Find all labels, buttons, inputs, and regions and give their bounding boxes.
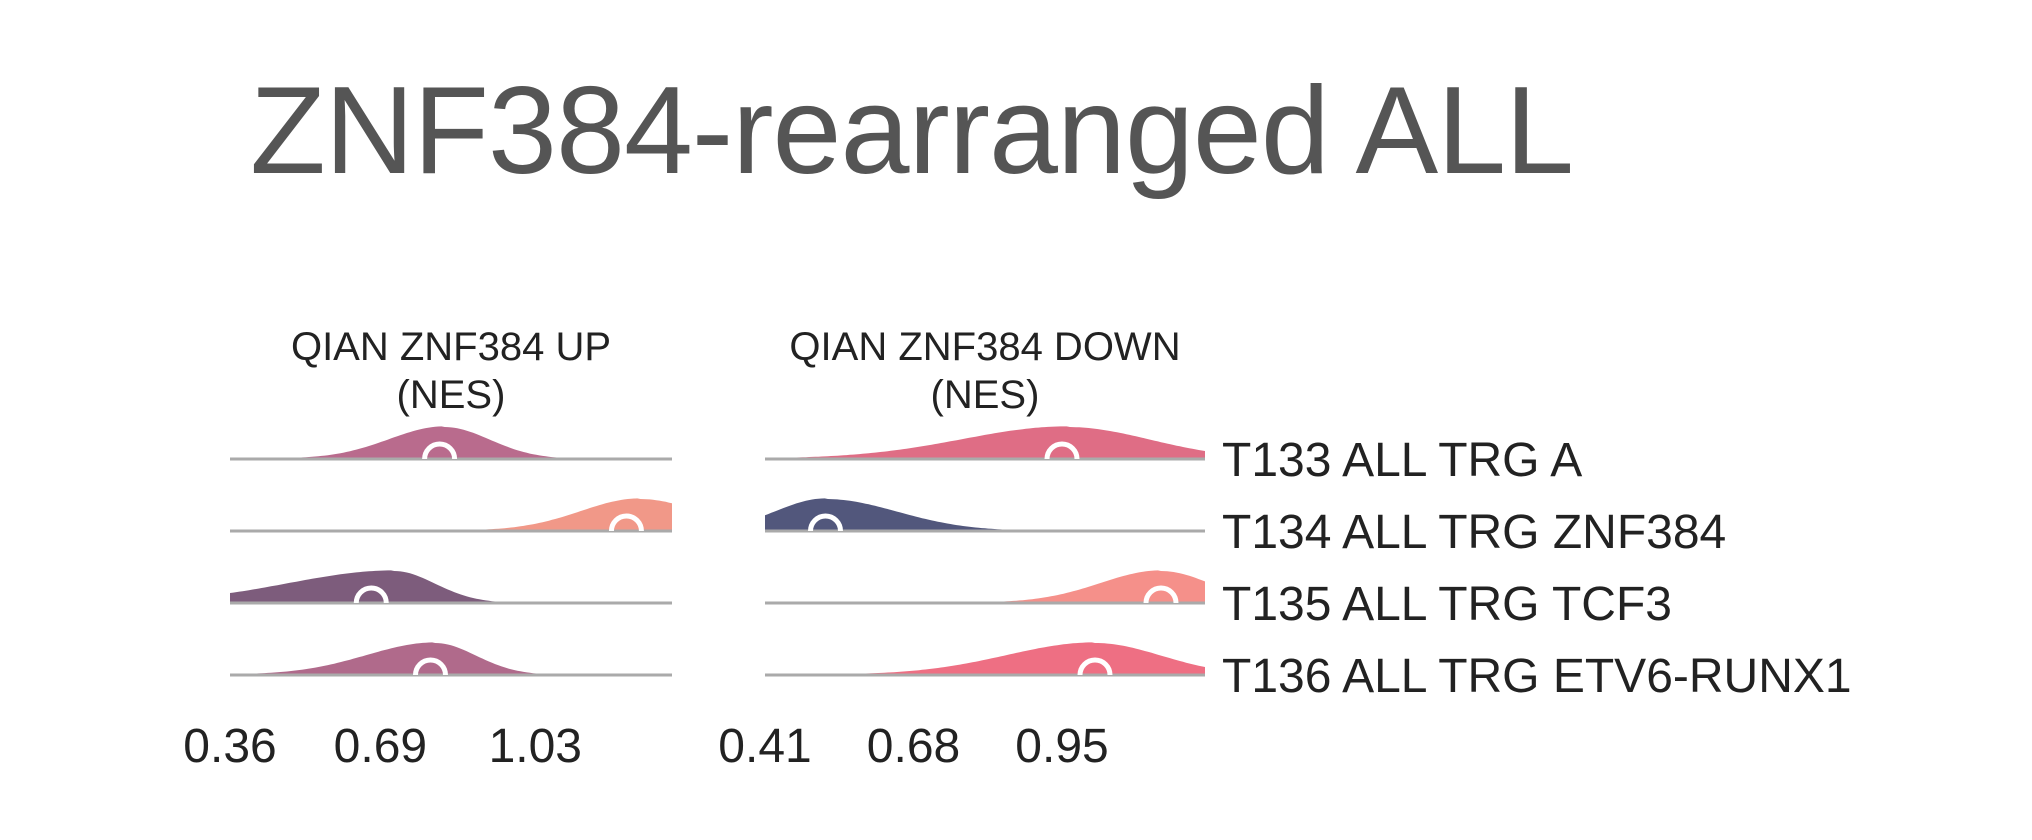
density-ridge [230,570,672,603]
x-tick-label: 0.69 [334,720,427,773]
row-label: T135 ALL TRG TCF3 [1222,578,1672,631]
panel-subtitle: (NES) [397,373,506,417]
panel-znf384-up: QIAN ZNF384 UP(NES) 0.36 0.69 1.03 [183,325,672,773]
x-tick-label: 0.68 [867,720,960,773]
density-ridge [765,642,1205,675]
x-tick-label: 0.95 [1015,720,1108,773]
row-labels: T133 ALL TRG A T134 ALL TRG ZNF384 T135 AL… [1222,434,1852,703]
median-marker [808,513,843,532]
panel-title: QIAN ZNF384 UP [291,325,611,369]
panel-znf384-down: QIAN ZNF384 DOWN(NES) 0.41 0.68 0.95 [718,325,1205,773]
median-marker [412,657,448,676]
density-ridge [230,426,672,459]
density-ridge [765,498,1205,531]
median-marker [353,585,389,604]
density-ridge [765,426,1205,459]
median-marker [1044,441,1080,460]
panel-subtitle: (NES) [931,373,1040,417]
panel-title: QIAN ZNF384 DOWN [789,325,1180,369]
density-ridge [765,570,1205,603]
median-marker [608,513,644,532]
density-ridge [230,498,672,531]
x-tick-label: 1.03 [489,720,582,773]
median-marker [422,441,458,460]
density-ridge [230,642,672,675]
row-label: T134 ALL TRG ZNF384 [1222,506,1726,559]
x-tick-label: 0.36 [183,720,276,773]
row-label: T133 ALL TRG A [1222,434,1582,487]
row-label: T136 ALL TRG ETV6-RUNX1 [1222,650,1852,703]
median-marker [1143,585,1179,604]
median-marker [1077,657,1113,676]
chart-title: ZNF384-rearranged ALL [250,62,1574,200]
x-tick-label: 0.41 [718,720,811,773]
